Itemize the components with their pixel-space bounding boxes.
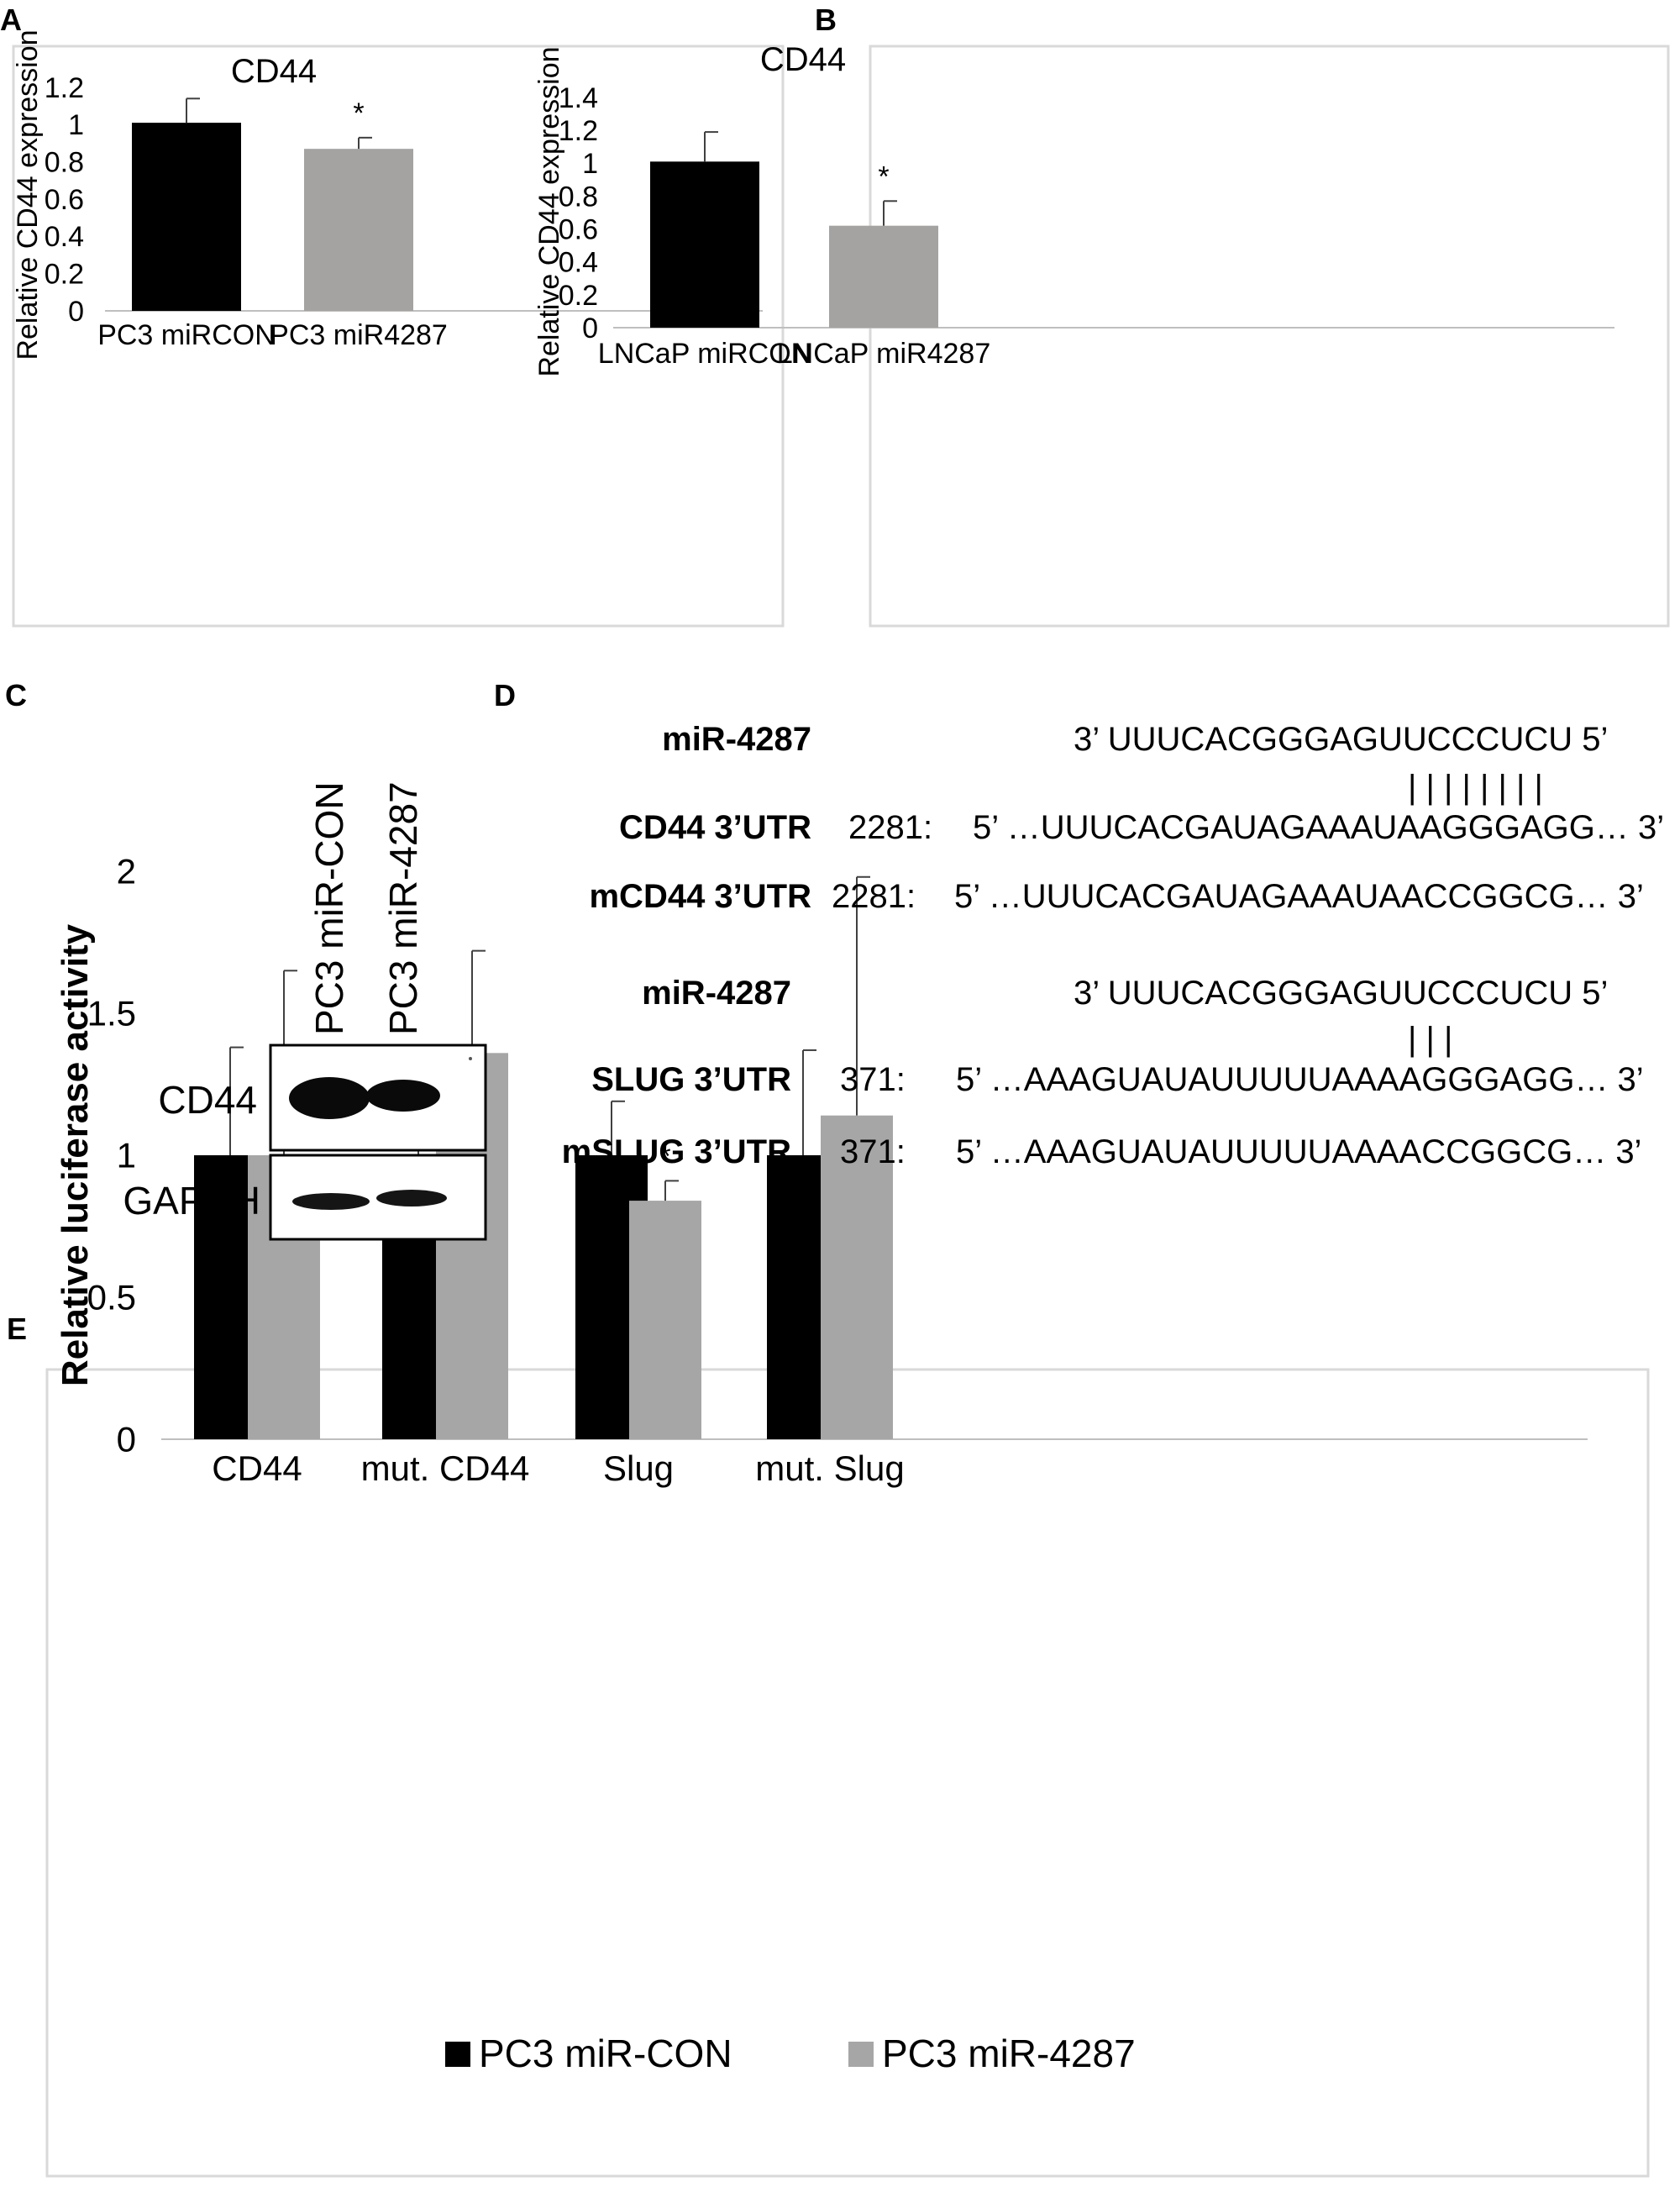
chart-b-title: CD44 xyxy=(760,41,846,78)
band-cd44-lane2 xyxy=(366,1080,440,1112)
chart-b: 00.20.40.60.811.21.4 CD44 Relative CD44 ex… xyxy=(533,41,1614,377)
seq1-mirna-label: miR-4287 xyxy=(662,721,811,758)
seq1-wt-seq: 5’ …UUUCACGAUAGAAAUAAGGGAGG… 3’ xyxy=(973,809,1664,846)
chart-e-ytick-label: 0 xyxy=(117,1420,136,1459)
seq1-mut-label: mCD44 3’UTR xyxy=(589,878,811,915)
blot-lane-label-2: PC3 miR-4287 xyxy=(381,781,425,1035)
chart-b-ylabel: Relative CD44 expression xyxy=(533,46,565,376)
chart-e: 0 0.5 1 1.5 2 Relative luciferase activity CD4… xyxy=(55,852,1588,2075)
chart-b-ytick-label: 0.4 xyxy=(559,247,598,279)
chart-b-bar xyxy=(829,225,938,328)
chart-a-ylabel: Relative CD44 expression xyxy=(12,29,44,360)
chart-e-category-label: mut. Slug xyxy=(755,1448,904,1488)
chart-b-category-label: LNCaP miR4287 xyxy=(777,338,991,370)
chart-a-frame xyxy=(12,45,785,628)
chart-a-ytick-label: 0.6 xyxy=(45,184,84,216)
seq2-mut-label: mSLUG 3’UTR xyxy=(562,1133,791,1170)
chart-e-legend: PC3 miR-CON PC3 miR-4287 xyxy=(445,2032,1136,2075)
chart-b-ytick-label: 0.8 xyxy=(559,181,598,213)
chart-e-ytick-label: 0.5 xyxy=(87,1278,136,1317)
seq1-wt-label: CD44 3’UTR xyxy=(619,809,811,846)
seq2-mirna-seq: 3’ UUUCACGGGAGUUCCCUCU 5’ xyxy=(1074,975,1608,1012)
band-cd44-lane1 xyxy=(289,1077,370,1119)
band-gapdh-lane2 xyxy=(376,1190,447,1207)
legend-entry: PC3 miR-4287 xyxy=(882,2032,1136,2075)
blot-band-label-gapdh: GAPDH xyxy=(123,1179,260,1222)
band-gapdh-lane1 xyxy=(292,1193,370,1210)
chart-a-ytick-label: 0.4 xyxy=(45,221,84,253)
chart-a-category-label: PC3 miR4287 xyxy=(270,319,448,351)
chart-a-title: CD44 xyxy=(231,53,317,90)
chart-a-bar xyxy=(304,149,413,311)
chart-e-frame xyxy=(45,1368,1650,2178)
legend-swatch xyxy=(848,2042,874,2067)
seq1-mirna-seq: 3’ UUUCACGGGAGUUCCCUCU 5’ xyxy=(1074,721,1608,758)
chart-e-bar xyxy=(629,1201,701,1439)
chart-a-ytick-label: 0.2 xyxy=(45,259,84,291)
blot-speck xyxy=(469,1057,472,1060)
chart-b-bar xyxy=(650,161,759,328)
chart-b-frame xyxy=(869,45,1670,628)
sequence-alignments: miR-4287 3’ UUUCACGGGAGUUCCCUCU 5’ | | |… xyxy=(562,721,1664,1170)
chart-a-bar xyxy=(132,123,241,311)
chart-e-ytick-label: 1 xyxy=(117,1136,136,1175)
seq1-wt-pos: 2281: xyxy=(848,809,932,846)
chart-a-significance-mark: * xyxy=(353,97,364,129)
chart-e-ytick-label: 2 xyxy=(117,852,136,891)
chart-b-ytick-label: 1.4 xyxy=(559,82,598,114)
chart-e-ylabel: Relative luciferase activity xyxy=(55,923,96,1386)
seq1-mut-pos: 2281: xyxy=(832,878,916,915)
chart-b-ytick-label: 0.2 xyxy=(559,280,598,312)
chart-b-ytick-label: 0.6 xyxy=(559,213,598,245)
chart-a-ytick-label: 0.8 xyxy=(45,147,84,179)
seq2-pairing: | | | xyxy=(1408,1021,1452,1058)
chart-e-category-label: Slug xyxy=(603,1448,674,1488)
legend-swatch xyxy=(445,2042,470,2067)
chart-e-bar xyxy=(821,1115,893,1439)
seq2-mirna-label: miR-4287 xyxy=(642,975,791,1012)
blot-band-label-cd44: CD44 xyxy=(158,1078,257,1122)
panel-letter-a: A xyxy=(0,3,22,37)
panel-letter-e: E xyxy=(7,1312,27,1346)
western-blot: PC3 miR-CON PC3 miR-4287 CD44 GAPDH xyxy=(123,781,487,1241)
seq1-pairing: | | | | | | | | xyxy=(1408,769,1543,806)
chart-e-category-label: CD44 xyxy=(212,1448,302,1488)
chart-b-ytick-label: 1.2 xyxy=(559,115,598,147)
chart-a-ytick-label: 1 xyxy=(68,109,84,141)
seq1-mut-seq: 5’ …UUUCACGAUAGAAAUAACCGGCG… 3’ xyxy=(954,878,1644,915)
chart-e-ytick-label: 1.5 xyxy=(87,994,136,1033)
chart-b-category-label: LNCaP miRCON xyxy=(598,338,811,370)
chart-e-significance-mark: * xyxy=(659,1140,670,1172)
blot-lane-label-1: PC3 miR-CON xyxy=(307,781,351,1035)
chart-e-category-label: mut. CD44 xyxy=(361,1448,530,1488)
seq2-wt-label: SLUG 3’UTR xyxy=(591,1061,791,1098)
chart-a-ytick-label: 1.2 xyxy=(45,72,84,104)
legend-entry: PC3 miR-CON xyxy=(479,2032,732,2075)
panel-letter-c: C xyxy=(5,678,27,712)
seq2-wt-pos: 371: xyxy=(840,1061,906,1098)
chart-a-ytick-label: 0 xyxy=(68,296,84,328)
chart-b-ytick-label: 0 xyxy=(582,313,598,344)
seq2-wt-seq: 5’ …AAAGUAUAUUUUUAAAAGGGAGG… 3’ xyxy=(956,1061,1644,1098)
seq2-mut-pos: 371: xyxy=(840,1133,906,1170)
panel-letter-d: D xyxy=(494,678,516,712)
seq2-mut-seq: 5’ …AAAGUAUAUUUUUAAAACCGGCG… 3’ xyxy=(956,1133,1641,1170)
panel-letter-b: B xyxy=(815,3,837,37)
chart-a-category-label: PC3 miRCON xyxy=(97,319,276,351)
chart-b-ytick-label: 1 xyxy=(582,148,598,180)
chart-b-significance-mark: * xyxy=(878,160,889,192)
